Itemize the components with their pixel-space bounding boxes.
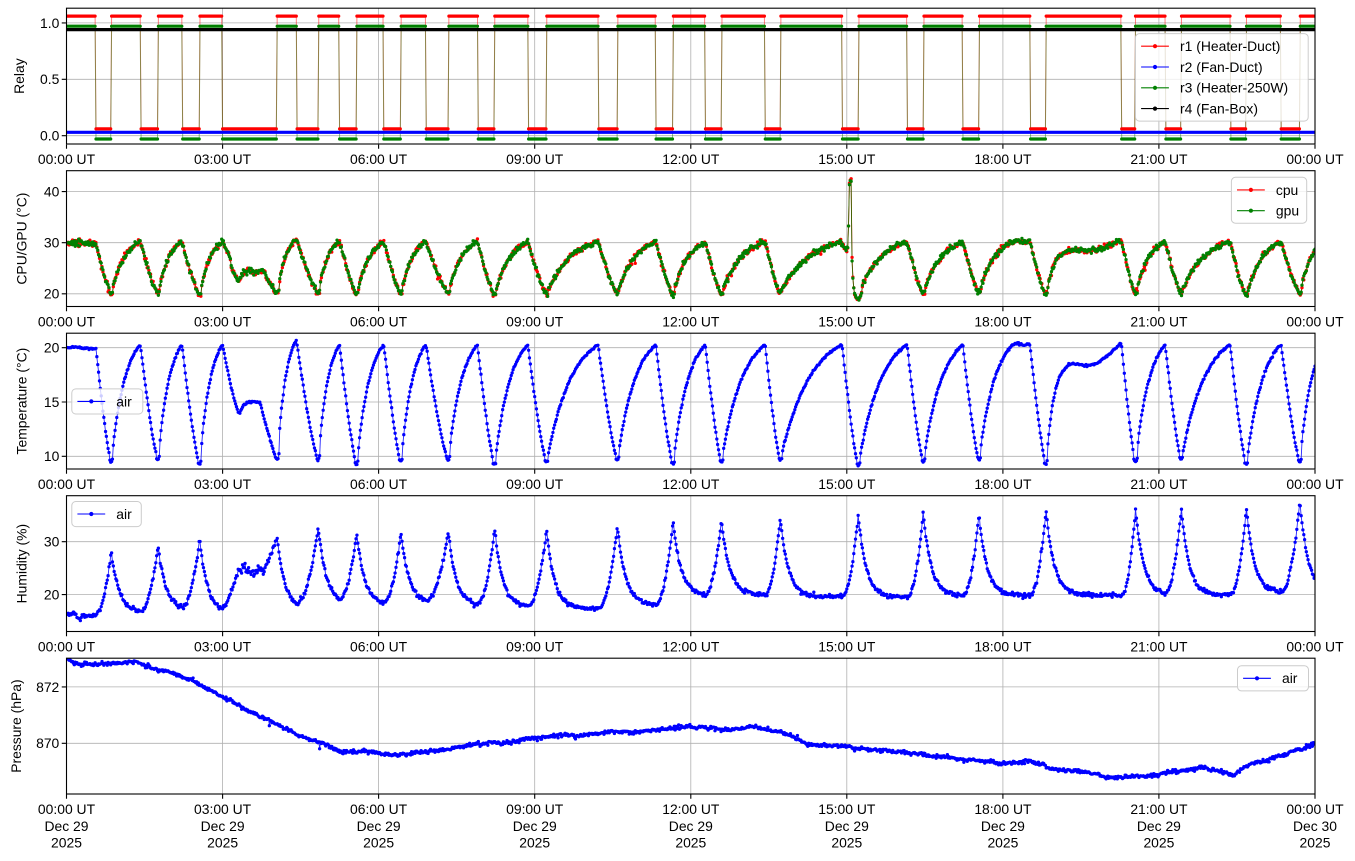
svg-text:Dec 29: Dec 29 [981,818,1025,834]
svg-text:21:00 UT: 21:00 UT [1130,801,1188,817]
svg-text:Dec 29: Dec 29 [825,818,869,834]
svg-text:00:00 UT: 00:00 UT [1286,151,1344,167]
svg-text:Dec 29: Dec 29 [357,818,401,834]
svg-text:1.0: 1.0 [40,15,60,31]
svg-text:0.5: 0.5 [40,71,60,87]
svg-text:20: 20 [44,286,60,302]
svg-text:06:00 UT: 06:00 UT [350,639,408,655]
svg-text:09:00 UT: 09:00 UT [506,476,564,492]
svg-text:12:00 UT: 12:00 UT [662,639,720,655]
svg-text:03:00 UT: 03:00 UT [194,639,252,655]
svg-text:12:00 UT: 12:00 UT [662,314,720,330]
svg-text:06:00 UT: 06:00 UT [350,314,408,330]
svg-text:00:00 UT: 00:00 UT [1286,639,1344,655]
svg-text:r1 (Heater-Duct): r1 (Heater-Duct) [1180,38,1280,54]
svg-text:12:00 UT: 12:00 UT [662,801,720,817]
svg-text:r4 (Fan-Box): r4 (Fan-Box) [1180,101,1258,117]
svg-text:09:00 UT: 09:00 UT [506,314,564,330]
svg-text:09:00 UT: 09:00 UT [506,639,564,655]
svg-text:00:00 UT: 00:00 UT [38,801,96,817]
svg-text:12:00 UT: 12:00 UT [662,476,720,492]
svg-text:air: air [1282,670,1298,686]
svg-text:00:00 UT: 00:00 UT [38,151,96,167]
svg-text:00:00 UT: 00:00 UT [38,639,96,655]
svg-text:cpu: cpu [1276,182,1298,198]
svg-text:00:00 UT: 00:00 UT [1286,801,1344,817]
svg-text:18:00 UT: 18:00 UT [974,476,1032,492]
svg-text:09:00 UT: 09:00 UT [506,151,564,167]
svg-text:15:00 UT: 15:00 UT [818,476,876,492]
svg-text:gpu: gpu [1276,203,1299,219]
svg-text:Dec 29: Dec 29 [1137,818,1181,834]
svg-text:18:00 UT: 18:00 UT [974,801,1032,817]
svg-text:Humidity (%): Humidity (%) [13,524,29,604]
svg-text:00:00 UT: 00:00 UT [1286,476,1344,492]
svg-text:2025: 2025 [519,835,550,851]
svg-text:2025: 2025 [675,835,706,851]
svg-text:2025: 2025 [51,835,82,851]
svg-text:03:00 UT: 03:00 UT [194,801,252,817]
svg-text:2025: 2025 [831,835,862,851]
svg-text:30: 30 [44,534,60,550]
svg-text:Pressure (hPa): Pressure (hPa) [8,679,24,772]
svg-text:20: 20 [44,587,60,603]
svg-text:10: 10 [44,448,60,464]
svg-text:15: 15 [44,394,60,410]
svg-text:30: 30 [44,235,60,251]
svg-text:872: 872 [36,679,59,695]
svg-text:03:00 UT: 03:00 UT [194,151,252,167]
svg-text:r3 (Heater-250W): r3 (Heater-250W) [1180,80,1288,96]
svg-text:20: 20 [44,340,60,356]
svg-text:Dec 30: Dec 30 [1293,818,1337,834]
svg-text:15:00 UT: 15:00 UT [818,801,876,817]
svg-text:15:00 UT: 15:00 UT [818,314,876,330]
svg-text:18:00 UT: 18:00 UT [974,314,1032,330]
svg-text:Dec 29: Dec 29 [513,818,557,834]
svg-text:06:00 UT: 06:00 UT [350,151,408,167]
svg-text:06:00 UT: 06:00 UT [350,476,408,492]
svg-text:Dec 29: Dec 29 [669,818,713,834]
svg-text:06:00 UT: 06:00 UT [350,801,408,817]
svg-text:15:00 UT: 15:00 UT [818,639,876,655]
svg-text:21:00 UT: 21:00 UT [1130,151,1188,167]
svg-text:03:00 UT: 03:00 UT [194,314,252,330]
svg-text:Dec 29: Dec 29 [44,818,88,834]
svg-text:03:00 UT: 03:00 UT [194,476,252,492]
svg-text:870: 870 [36,735,59,751]
svg-text:CPU/GPU (°C): CPU/GPU (°C) [13,193,29,285]
svg-text:2025: 2025 [1300,835,1331,851]
svg-text:18:00 UT: 18:00 UT [974,151,1032,167]
svg-text:2025: 2025 [1143,835,1174,851]
svg-text:21:00 UT: 21:00 UT [1130,314,1188,330]
svg-text:12:00 UT: 12:00 UT [662,151,720,167]
svg-text:Dec 29: Dec 29 [201,818,245,834]
svg-text:09:00 UT: 09:00 UT [506,801,564,817]
svg-text:2025: 2025 [363,835,394,851]
svg-text:0.0: 0.0 [40,128,60,144]
svg-text:Relay: Relay [11,58,27,94]
svg-text:21:00 UT: 21:00 UT [1130,639,1188,655]
svg-text:2025: 2025 [987,835,1018,851]
svg-text:00:00 UT: 00:00 UT [38,314,96,330]
svg-text:2025: 2025 [207,835,238,851]
svg-text:00:00 UT: 00:00 UT [1286,314,1344,330]
svg-text:21:00 UT: 21:00 UT [1130,476,1188,492]
svg-text:Temperature (°C): Temperature (°C) [13,348,29,455]
svg-text:r2 (Fan-Duct): r2 (Fan-Duct) [1180,59,1263,75]
svg-text:15:00 UT: 15:00 UT [818,151,876,167]
svg-text:00:00 UT: 00:00 UT [38,476,96,492]
svg-text:air: air [116,393,132,409]
svg-text:air: air [116,506,132,522]
svg-text:40: 40 [44,184,60,200]
svg-text:18:00 UT: 18:00 UT [974,639,1032,655]
